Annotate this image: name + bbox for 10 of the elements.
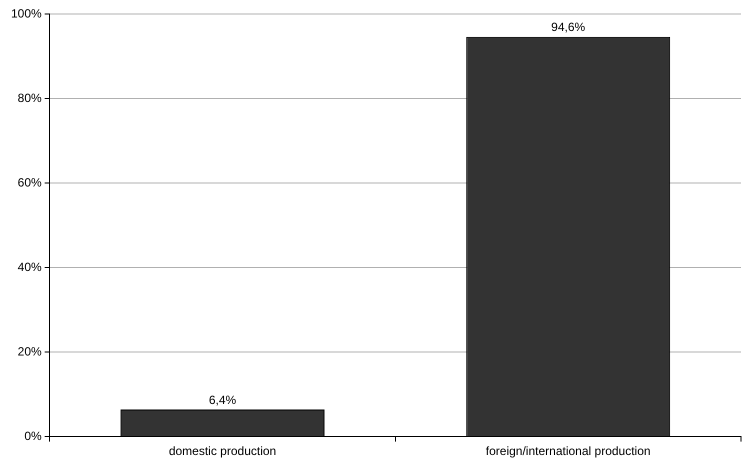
x-tick-label: domestic production (168, 444, 276, 458)
data-label: 6,4% (208, 392, 237, 407)
x-tick-label: foreign/international production (486, 444, 651, 458)
y-tick-label: 60% (18, 175, 42, 190)
data-label: 94,6% (551, 20, 586, 34)
y-tick-label: 100% (10, 6, 42, 20)
y-tick-label: 40% (18, 260, 42, 274)
y-tick-label: 20% (18, 344, 42, 358)
y-tick-label: 0% (24, 428, 42, 443)
y-tick-label: 80% (18, 90, 42, 105)
